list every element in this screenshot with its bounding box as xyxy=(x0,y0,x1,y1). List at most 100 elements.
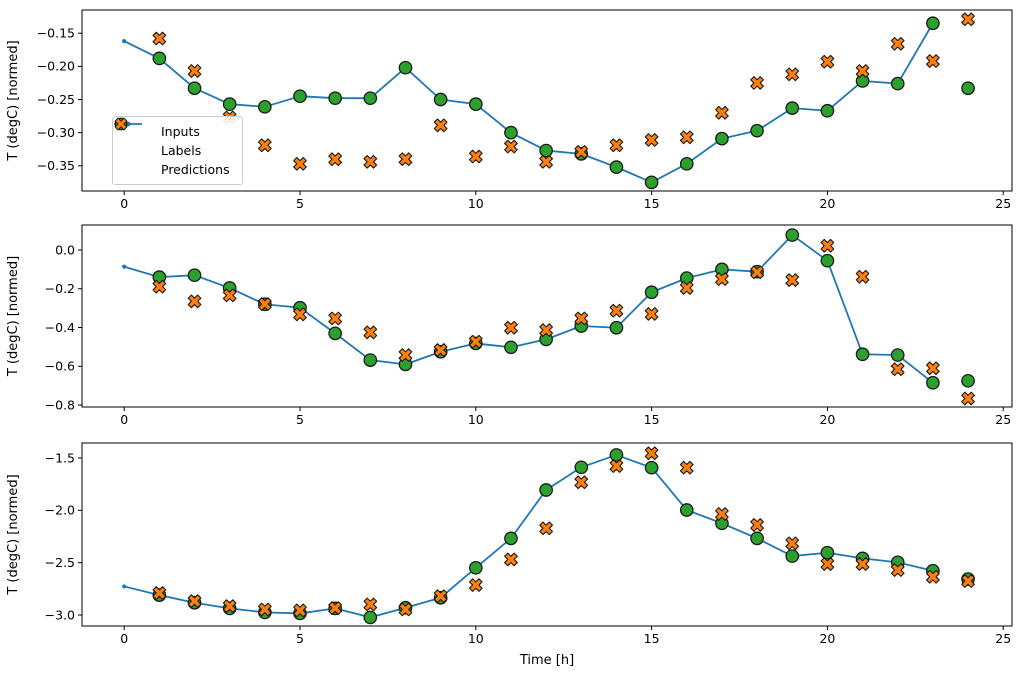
prediction-point xyxy=(152,586,167,600)
prediction-point xyxy=(750,265,764,280)
label-point xyxy=(926,375,940,390)
thick-x-glyph xyxy=(114,117,128,131)
prediction-point xyxy=(187,294,202,309)
label-point xyxy=(820,253,835,268)
prediction-point xyxy=(890,563,905,577)
prediction-point xyxy=(504,552,518,567)
prediction-point xyxy=(222,288,237,303)
label-point xyxy=(961,373,975,388)
label-point xyxy=(293,89,307,104)
label-point xyxy=(539,483,553,497)
y-tick-label: −0.2 xyxy=(45,281,75,296)
inputs-line xyxy=(122,232,935,385)
prediction-point xyxy=(644,307,659,321)
prediction-point xyxy=(679,281,694,295)
prediction-point xyxy=(152,31,167,46)
prediction-point xyxy=(715,105,729,120)
x-tick-label: 0 xyxy=(120,196,128,211)
x-tick-label: 10 xyxy=(468,631,484,646)
y-tick-label: −1.5 xyxy=(45,450,75,465)
legend-item-predictions: Predictions xyxy=(114,117,230,177)
prediction-point xyxy=(539,521,553,536)
prediction-point xyxy=(152,279,167,294)
prediction-point xyxy=(890,362,905,377)
prediction-point xyxy=(222,599,237,613)
prediction-point xyxy=(820,238,835,253)
axes-frame xyxy=(81,224,1013,408)
prediction-point xyxy=(679,130,694,145)
y-tick-label: −3.0 xyxy=(45,607,75,622)
x-tick-label: 25 xyxy=(995,631,1011,646)
prediction-point xyxy=(855,269,870,284)
legend-x xyxy=(114,117,128,131)
label-point xyxy=(785,549,800,563)
label-point xyxy=(890,348,905,362)
label-point xyxy=(609,448,624,462)
prediction-point xyxy=(855,557,870,571)
legend-item-labels: Labels xyxy=(114,117,230,158)
label-point xyxy=(609,160,624,174)
predictions-points xyxy=(152,238,975,406)
y-tick-label: −0.30 xyxy=(37,125,75,140)
label-point xyxy=(433,92,448,107)
prediction-point xyxy=(187,594,202,608)
label-point xyxy=(363,610,378,625)
prediction-point xyxy=(363,325,378,340)
inputs-line xyxy=(122,21,935,185)
label-point xyxy=(644,285,659,300)
label-point xyxy=(715,131,729,146)
inputs-polyline xyxy=(123,234,934,384)
label-point xyxy=(504,531,518,546)
prediction-point xyxy=(257,602,272,617)
prediction-point xyxy=(785,536,800,551)
label-point xyxy=(187,81,202,96)
x-tick-label: 15 xyxy=(644,631,660,646)
prediction-point xyxy=(328,152,343,167)
label-point xyxy=(574,460,589,475)
prediction-point xyxy=(187,64,202,78)
prediction-point xyxy=(679,460,694,475)
inputs-polyline xyxy=(123,454,934,619)
prediction-point xyxy=(433,343,448,357)
label-point xyxy=(679,503,694,517)
prediction-point xyxy=(433,118,448,133)
prediction-point xyxy=(328,311,343,326)
label-point xyxy=(363,353,378,367)
predictions-points xyxy=(152,446,975,618)
prediction-point xyxy=(890,36,905,51)
x-tick-label: 10 xyxy=(468,196,484,211)
prediction-point xyxy=(257,297,272,311)
predictions-points xyxy=(152,12,975,171)
label-point xyxy=(398,60,413,75)
label-point xyxy=(609,320,624,335)
labels-points xyxy=(152,448,975,625)
prediction-point xyxy=(433,589,448,604)
x-tick-label: 20 xyxy=(819,412,835,427)
y-tick-label: −0.8 xyxy=(45,397,75,412)
x-tick-label: 20 xyxy=(819,631,835,646)
prediction-point xyxy=(574,475,589,490)
x-tick-label: 5 xyxy=(296,196,304,211)
prediction-point xyxy=(504,320,518,335)
prediction-point xyxy=(609,303,624,318)
prediction-point xyxy=(539,154,553,169)
label-point xyxy=(961,81,975,96)
prediction-point xyxy=(293,307,307,322)
prediction-point xyxy=(574,145,589,159)
prediction-point xyxy=(363,154,378,169)
subplot-3: 0 5 10 15 20 25 −1.5 −2.0 −2.5 −3.0 T (degC) [norm… xyxy=(6,442,1013,668)
label-point xyxy=(504,125,518,140)
prediction-point xyxy=(750,76,764,90)
label-point xyxy=(644,175,659,190)
predictions-x-icon xyxy=(114,117,152,177)
prediction-point xyxy=(293,603,307,618)
prediction-point xyxy=(961,391,975,406)
y-tick-label: −0.35 xyxy=(37,158,75,173)
prediction-point xyxy=(785,273,800,287)
label-point xyxy=(785,228,800,242)
label-point xyxy=(152,51,167,66)
prediction-point xyxy=(468,334,483,349)
label-point xyxy=(468,97,483,111)
